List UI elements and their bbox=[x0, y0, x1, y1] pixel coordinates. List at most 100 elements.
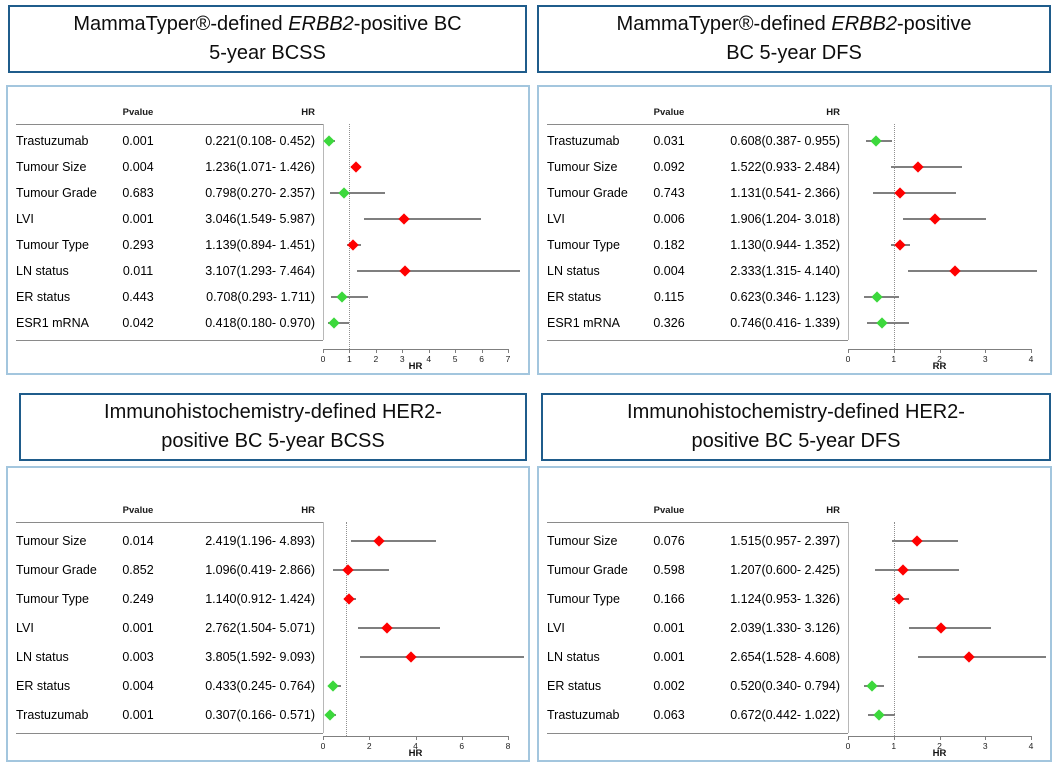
ci-line bbox=[359, 655, 524, 658]
hr-marker bbox=[399, 265, 411, 277]
plot-left-line bbox=[323, 124, 324, 340]
hr-marker bbox=[911, 534, 923, 547]
row-pvalue: 0.003 bbox=[122, 649, 154, 664]
axis-tick bbox=[508, 349, 509, 353]
row-hr-text: 0.221(0.108- 0.452) bbox=[205, 134, 315, 148]
row-hr-text: 1.906(1.204- 3.018) bbox=[730, 212, 840, 226]
row-pvalue: 0.004 bbox=[122, 678, 154, 693]
row-hr-text: 1.124(0.953- 1.326) bbox=[730, 591, 840, 606]
hr-marker bbox=[963, 650, 976, 663]
row-hr-text: 0.520(0.340- 0.794) bbox=[730, 678, 840, 693]
row-label: LN status bbox=[16, 264, 69, 278]
reference-line bbox=[349, 124, 351, 349]
ci-line bbox=[363, 218, 482, 220]
forest-plot-ihc-bcss: Pvalue HR Tumour Size 0.014 2.419(1.196- 4.8… bbox=[6, 466, 530, 762]
ci-line bbox=[330, 192, 386, 194]
row-label: Tumour Grade bbox=[547, 562, 628, 577]
header-rule bbox=[547, 124, 848, 125]
axis-tick-label: 3 bbox=[399, 354, 405, 364]
title-text-pre: Immunohistochemistry-defined HER2- posit… bbox=[104, 401, 442, 452]
row-label: LVI bbox=[16, 212, 34, 226]
column-header-pvalue: Pvalue bbox=[653, 505, 685, 516]
row-hr-text: 2.419(1.196- 4.893) bbox=[205, 533, 315, 548]
row-hr-text: 2.654(1.528- 4.608) bbox=[730, 649, 840, 664]
axis-tick-label: 3 bbox=[982, 741, 988, 751]
ci-line bbox=[908, 626, 991, 629]
row-label: Tumour Size bbox=[547, 160, 618, 174]
axis-tick-label: 2 bbox=[937, 354, 942, 364]
row-hr-text: 1.130(0.944- 1.352) bbox=[730, 238, 840, 252]
axis-tick-label: 4 bbox=[1028, 354, 1034, 364]
column-header-hr: HR bbox=[301, 107, 315, 118]
ci-line bbox=[332, 568, 390, 571]
footer-rule bbox=[16, 733, 323, 734]
forest-plot-ihc-dfs: Pvalue HR Tumour Size 0.076 1.515(0.957- 2.3… bbox=[537, 466, 1052, 762]
row-hr-text: 2.039(1.330- 3.126) bbox=[730, 620, 840, 635]
row-pvalue: 0.166 bbox=[653, 591, 685, 606]
row-label: LN status bbox=[547, 649, 600, 664]
row-pvalue: 0.743 bbox=[653, 186, 685, 200]
axis-label: HR bbox=[408, 748, 423, 759]
axis-tick bbox=[985, 736, 987, 740]
row-label: Tumour Size bbox=[547, 533, 618, 548]
row-pvalue: 0.182 bbox=[653, 238, 685, 252]
row-pvalue: 0.063 bbox=[653, 707, 685, 722]
panel-title-mammatyper-dfs: MammaTyper®-defined ERBB2-positive BC 5-… bbox=[537, 5, 1051, 73]
row-label: LVI bbox=[16, 620, 34, 635]
hr-marker bbox=[397, 213, 410, 225]
panel-title-ihc-bcss: Immunohistochemistry-defined HER2- posit… bbox=[19, 393, 527, 461]
row-label: ER status bbox=[16, 290, 71, 304]
hr-marker bbox=[873, 708, 885, 721]
hr-marker bbox=[894, 187, 906, 199]
axis-tick-label: 3 bbox=[982, 354, 988, 364]
title-text-pre: Immunohistochemistry-defined HER2- posit… bbox=[627, 401, 965, 452]
hr-marker bbox=[866, 679, 878, 692]
axis-tick bbox=[349, 349, 351, 353]
row-label: Tumour Grade bbox=[16, 186, 97, 200]
hr-marker bbox=[876, 317, 888, 329]
column-header-pvalue: Pvalue bbox=[122, 107, 154, 118]
row-pvalue: 0.001 bbox=[122, 707, 154, 722]
header-rule bbox=[16, 124, 323, 125]
hr-marker bbox=[328, 317, 340, 329]
axis-tick bbox=[848, 736, 849, 740]
panel-title-mammatyper-bcss: MammaTyper®-defined ERBB2-positive BC 5-… bbox=[8, 5, 527, 73]
hr-marker bbox=[911, 161, 924, 173]
row-hr-text: 0.746(0.416- 1.339) bbox=[730, 316, 840, 330]
reference-line bbox=[893, 124, 895, 349]
hr-marker bbox=[894, 239, 906, 251]
row-pvalue: 0.004 bbox=[122, 160, 154, 174]
plot-left-line bbox=[848, 522, 849, 733]
axis-tick-label: 5 bbox=[452, 354, 458, 364]
row-label: Trastuzumab bbox=[547, 134, 620, 148]
axis-tick bbox=[402, 349, 404, 353]
axis-tick-label: 7 bbox=[505, 354, 511, 364]
row-label: Trastuzumab bbox=[547, 707, 620, 722]
axis-tick-label: 0 bbox=[845, 354, 851, 364]
ci-line bbox=[903, 218, 987, 220]
axis-tick bbox=[455, 349, 457, 353]
row-label: Tumour Grade bbox=[547, 186, 628, 200]
hr-marker bbox=[373, 534, 385, 547]
row-hr-text: 0.708(0.293- 1.711) bbox=[206, 290, 315, 304]
row-label: ER status bbox=[547, 678, 602, 693]
axis-tick bbox=[939, 736, 941, 740]
row-pvalue: 0.443 bbox=[122, 290, 154, 304]
row-label: Tumour Type bbox=[547, 591, 620, 606]
row-hr-text: 2.333(1.315- 4.140) bbox=[730, 264, 840, 278]
row-label: Tumour Size bbox=[16, 160, 87, 174]
row-hr-text: 1.236(1.071- 1.426) bbox=[205, 160, 315, 174]
axis-tick-label: 4 bbox=[413, 741, 418, 751]
hr-marker bbox=[893, 592, 906, 605]
row-hr-text: 1.131(0.541- 2.366) bbox=[730, 186, 840, 200]
hr-marker bbox=[935, 621, 947, 634]
row-hr-text: 0.608(0.387- 0.955) bbox=[730, 134, 840, 148]
ci-line bbox=[872, 192, 957, 194]
ci-line bbox=[357, 270, 521, 272]
row-label: Tumour Grade bbox=[16, 562, 97, 577]
row-hr-text: 3.805(1.592- 9.093) bbox=[205, 649, 315, 664]
ci-line bbox=[867, 322, 910, 324]
hr-marker bbox=[336, 291, 348, 303]
row-label: Tumour Type bbox=[547, 238, 620, 252]
